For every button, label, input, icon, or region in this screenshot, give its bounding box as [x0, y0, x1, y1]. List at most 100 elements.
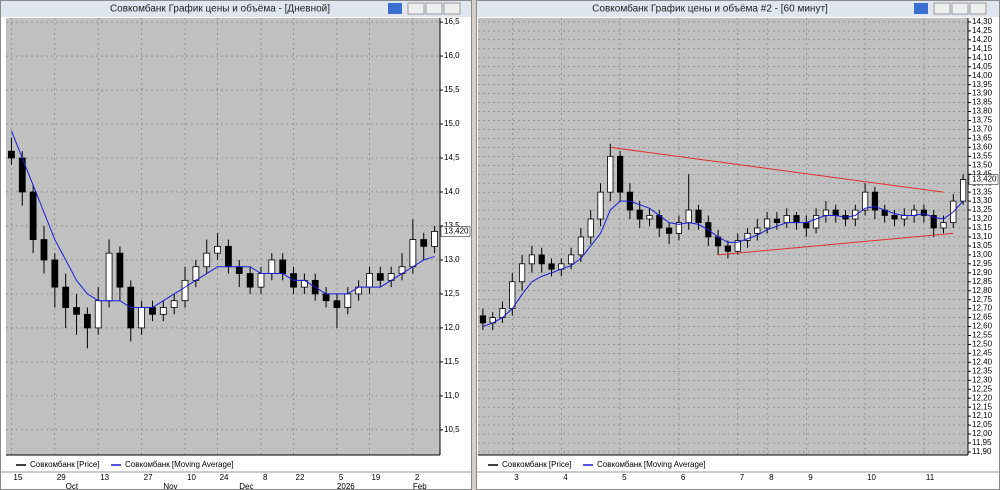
- maximize-button[interactable]: [425, 2, 443, 15]
- candle-body: [685, 209, 692, 224]
- y-tick-label: 12,00: [972, 429, 993, 438]
- candle-body: [257, 273, 265, 288]
- candle-body: [170, 300, 178, 308]
- candle-body: [116, 252, 124, 288]
- y-tick-label: 13,00: [972, 250, 993, 259]
- y-tick-label: 12,5: [444, 289, 460, 298]
- x-tick-label: 27: [144, 473, 153, 482]
- y-tick-label: 13,65: [972, 134, 993, 143]
- y-tick-label: 13,30: [972, 196, 993, 205]
- month-label: Nov: [163, 482, 177, 490]
- y-tick-label: 12,05: [972, 420, 993, 429]
- candle-body: [920, 209, 927, 216]
- candle-body: [333, 300, 341, 308]
- candle-body: [607, 155, 614, 193]
- candle-body: [930, 215, 937, 229]
- y-tick-label: 12,65: [972, 313, 993, 322]
- x-tick-label: 5: [622, 473, 627, 482]
- moving-average-line: [482, 200, 964, 328]
- y-tick-label: 11,95: [972, 438, 992, 447]
- pin-button[interactable]: [388, 3, 402, 14]
- candle-body: [138, 307, 146, 329]
- title-bar: [477, 1, 999, 17]
- legend-label: Совкомбанк [Price]: [30, 460, 100, 469]
- y-tick-label: 13,75: [972, 116, 993, 125]
- y-tick-label: 14,0: [444, 187, 460, 196]
- candle-body: [724, 245, 731, 252]
- y-tick-label: 13,60: [972, 142, 993, 151]
- y-tick-label: 12,60: [972, 322, 993, 331]
- candle-body: [773, 218, 780, 224]
- y-tick-label: 14,00: [972, 71, 993, 80]
- x-tick-label: 6: [681, 473, 686, 482]
- candle-body: [636, 209, 643, 220]
- y-tick-label: 14,5: [444, 153, 460, 162]
- candle-body: [587, 218, 594, 238]
- legend-label: Совкомбанк [Moving Average]: [597, 460, 706, 469]
- plot-area: [478, 18, 968, 455]
- x-tick-label: 2: [415, 473, 420, 482]
- moving-average-line: [10, 130, 435, 309]
- y-tick-label: 13,95: [972, 80, 993, 89]
- y-tick-label: 12,0: [444, 323, 460, 332]
- y-tick-label: 12,30: [972, 375, 993, 384]
- candle-body: [940, 222, 947, 229]
- close-button[interactable]: [969, 2, 987, 15]
- last-price-label: 13,420: [972, 175, 997, 184]
- candle-body: [192, 266, 200, 281]
- y-tick-label: 14,05: [972, 62, 993, 71]
- y-tick-label: 13,35: [972, 187, 993, 196]
- x-tick-label: 7: [740, 473, 745, 482]
- y-tick-label: 14,30: [972, 17, 993, 26]
- candle-body: [822, 209, 829, 216]
- candle-body: [617, 155, 624, 193]
- candle-body: [862, 191, 869, 211]
- candle-body: [203, 252, 211, 268]
- maximize-button[interactable]: [951, 2, 969, 15]
- candle-body: [783, 215, 790, 224]
- month-label: 2026: [337, 482, 355, 490]
- y-tick-label: 13,25: [972, 205, 993, 214]
- candle-body: [376, 273, 384, 281]
- y-tick-label: 13,0: [444, 255, 460, 264]
- minimize-button[interactable]: [933, 2, 951, 15]
- candle-body: [577, 236, 584, 256]
- candle-body: [409, 239, 417, 268]
- minimize-button[interactable]: [407, 2, 425, 15]
- candle-body: [479, 315, 486, 324]
- trend-line: [610, 146, 944, 193]
- y-tick-label: 15,0: [444, 119, 460, 128]
- x-tick-label: 9: [808, 473, 813, 482]
- x-tick-label: 4: [563, 473, 568, 482]
- x-tick-label: 3: [514, 473, 519, 482]
- candle-body: [62, 286, 70, 308]
- candle-body: [519, 263, 526, 283]
- candle-body: [344, 293, 352, 308]
- candle-body: [149, 307, 156, 315]
- candle-body: [734, 240, 741, 252]
- pin-button[interactable]: [914, 3, 928, 14]
- y-tick-label: 13,10: [972, 232, 993, 241]
- x-tick-label: 8: [769, 473, 774, 482]
- candle-body: [94, 300, 102, 329]
- last-price-marker: [968, 174, 999, 185]
- candle-body: [597, 191, 604, 220]
- candle-body: [29, 191, 37, 240]
- candle-body: [695, 209, 702, 224]
- x-tick-label: 10: [187, 473, 196, 482]
- price-axis: [968, 18, 999, 455]
- candle-body: [538, 254, 545, 265]
- month-label: Feb: [413, 482, 427, 490]
- last-price-label: 13,420: [444, 227, 469, 236]
- close-button[interactable]: [443, 2, 461, 15]
- y-tick-label: 13,70: [972, 125, 993, 134]
- y-tick-label: 12,10: [972, 411, 993, 420]
- y-tick-label: 12,55: [972, 331, 993, 340]
- x-tick-label: 29: [57, 473, 66, 482]
- candle-body: [431, 231, 438, 247]
- y-tick-label: 12,15: [972, 402, 993, 411]
- candle-body: [901, 215, 908, 220]
- y-tick-label: 12,75: [972, 295, 993, 304]
- y-tick-label: 11,90: [972, 447, 992, 456]
